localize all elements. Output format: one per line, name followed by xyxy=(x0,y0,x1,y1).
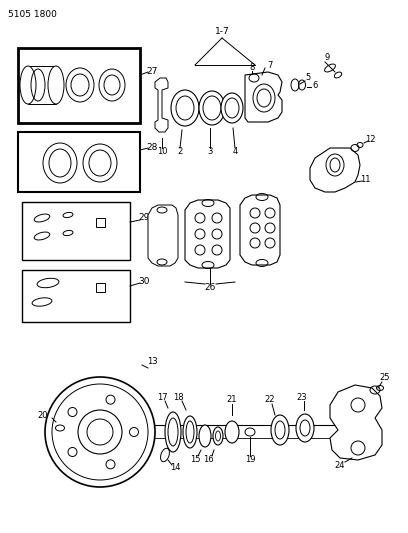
Circle shape xyxy=(212,245,222,255)
Bar xyxy=(28,66,56,104)
Ellipse shape xyxy=(213,427,223,445)
Bar xyxy=(22,270,130,322)
Circle shape xyxy=(129,427,138,437)
Circle shape xyxy=(212,213,222,223)
Circle shape xyxy=(52,384,148,480)
Ellipse shape xyxy=(225,421,239,443)
Polygon shape xyxy=(185,200,230,268)
Ellipse shape xyxy=(296,414,314,442)
Text: 10: 10 xyxy=(157,148,167,157)
Circle shape xyxy=(68,408,77,416)
Bar xyxy=(96,218,105,227)
Ellipse shape xyxy=(165,412,181,452)
Bar xyxy=(18,132,140,192)
Text: 22: 22 xyxy=(265,395,275,405)
Polygon shape xyxy=(148,205,178,266)
Text: 11: 11 xyxy=(360,175,370,184)
Circle shape xyxy=(195,213,205,223)
Text: 8: 8 xyxy=(249,63,255,72)
Circle shape xyxy=(250,208,260,218)
Polygon shape xyxy=(310,148,360,192)
Text: 29: 29 xyxy=(138,213,150,222)
Ellipse shape xyxy=(20,66,36,104)
Text: 3: 3 xyxy=(207,148,213,157)
Text: 9: 9 xyxy=(324,52,330,61)
Text: 12: 12 xyxy=(365,135,375,144)
Text: 4: 4 xyxy=(233,148,237,157)
Circle shape xyxy=(78,410,122,454)
Text: 20: 20 xyxy=(38,410,48,419)
Text: 18: 18 xyxy=(173,393,183,402)
Text: 1-7: 1-7 xyxy=(215,28,229,36)
Text: 19: 19 xyxy=(245,456,255,464)
Bar xyxy=(96,283,105,292)
Text: 17: 17 xyxy=(157,393,167,402)
Text: 13: 13 xyxy=(147,358,157,367)
Circle shape xyxy=(250,223,260,233)
Circle shape xyxy=(106,460,115,469)
Text: 15: 15 xyxy=(190,456,200,464)
Ellipse shape xyxy=(199,91,225,125)
Text: 25: 25 xyxy=(380,374,390,383)
Bar xyxy=(153,212,173,260)
Circle shape xyxy=(265,223,275,233)
Ellipse shape xyxy=(48,66,64,104)
Text: 24: 24 xyxy=(335,461,345,470)
Text: 27: 27 xyxy=(146,68,157,77)
Text: 16: 16 xyxy=(203,456,213,464)
Circle shape xyxy=(68,448,77,456)
Bar xyxy=(22,202,130,260)
Text: 7: 7 xyxy=(267,61,273,69)
Ellipse shape xyxy=(221,93,243,123)
Text: 30: 30 xyxy=(138,277,150,286)
Text: 5105 1800: 5105 1800 xyxy=(8,10,57,19)
Text: 23: 23 xyxy=(297,392,307,401)
Text: 2: 2 xyxy=(177,148,183,157)
Text: 5: 5 xyxy=(305,74,310,83)
Ellipse shape xyxy=(199,425,211,447)
Circle shape xyxy=(195,245,205,255)
Polygon shape xyxy=(240,195,280,265)
Polygon shape xyxy=(245,72,282,122)
Circle shape xyxy=(87,419,113,445)
Text: 28: 28 xyxy=(146,143,157,152)
Ellipse shape xyxy=(183,416,197,448)
Circle shape xyxy=(250,238,260,248)
Circle shape xyxy=(195,229,205,239)
Polygon shape xyxy=(330,385,382,460)
Circle shape xyxy=(265,208,275,218)
Text: 6: 6 xyxy=(312,82,318,91)
Bar xyxy=(18,48,140,123)
Circle shape xyxy=(45,377,155,487)
Circle shape xyxy=(212,229,222,239)
Text: 26: 26 xyxy=(204,282,216,292)
Text: 21: 21 xyxy=(227,395,237,405)
Circle shape xyxy=(106,395,115,404)
Polygon shape xyxy=(155,78,168,132)
Circle shape xyxy=(265,238,275,248)
Ellipse shape xyxy=(271,415,289,445)
Text: 14: 14 xyxy=(170,464,180,472)
Ellipse shape xyxy=(171,90,199,126)
